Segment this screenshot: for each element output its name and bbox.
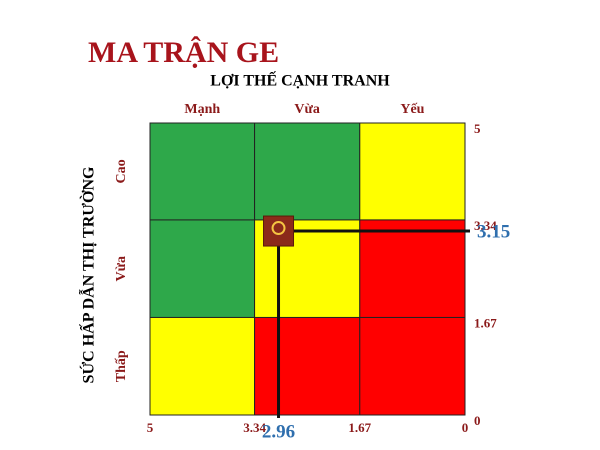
y-value-label: 3.15 [477, 221, 510, 242]
matrix-cell [254, 316, 361, 416]
x-tick-label: 0 [462, 420, 469, 435]
x-axis-title: LỢI THẾ CẠNH TRANH [210, 71, 390, 90]
row-label: Vừa [114, 256, 129, 282]
y-tick-label: 1.67 [474, 315, 497, 330]
x-value-label: 2.96 [262, 421, 295, 442]
y-tick-label: 0 [474, 413, 481, 428]
x-tick-label: 1.67 [348, 420, 371, 435]
matrix-cell [359, 219, 466, 318]
x-tick-label: 5 [147, 420, 154, 435]
matrix-cell [359, 316, 466, 416]
point-marker [263, 215, 295, 247]
y-tick-label: 5 [474, 121, 481, 136]
column-label: Yếu [400, 102, 424, 117]
column-label: Mạnh [184, 102, 220, 117]
matrix-cell [149, 219, 256, 318]
matrix-cell [359, 122, 466, 221]
x-tick-label: 3.34 [243, 420, 266, 435]
y-tick-label: 3.34 [474, 218, 497, 233]
chart-title: MA TRẬN GE [88, 36, 279, 69]
column-label: Vừa [294, 102, 320, 117]
matrix-cell [254, 122, 361, 221]
matrix-cell [149, 122, 256, 221]
row-label: Thấp [114, 350, 129, 382]
y-axis-title: SỨC HẤP DẪN THỊ TRƯỜNG [79, 166, 98, 383]
marker-emblem [271, 221, 286, 236]
row-label: Cao [114, 159, 129, 183]
matrix-cell [149, 316, 256, 416]
